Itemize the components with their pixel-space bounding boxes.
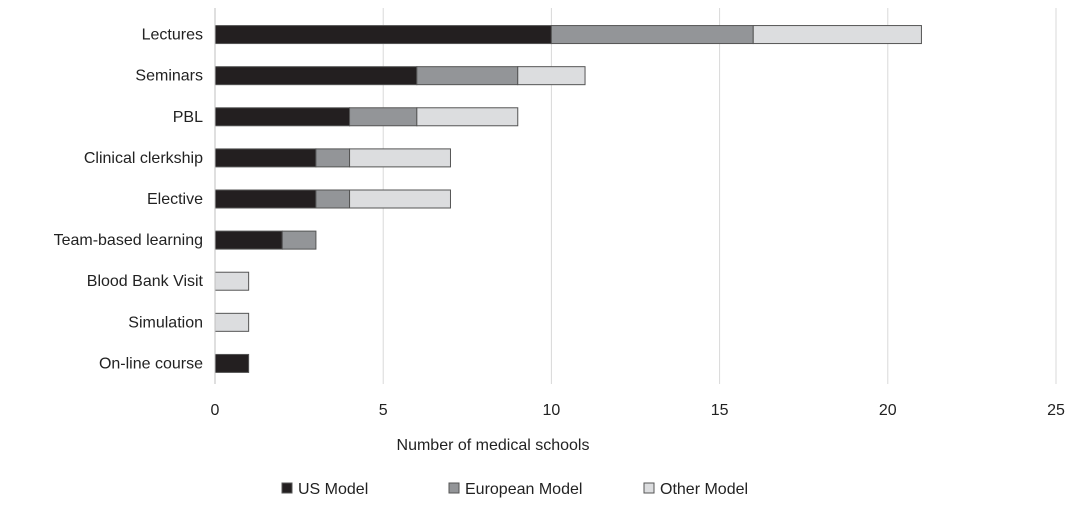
- bar-segment-european-model: [349, 107, 418, 127]
- bar-segment-other-model: [752, 25, 922, 45]
- bars: [214, 25, 922, 373]
- category-labels: Lectures Seminars PBL Clinical clerkship Ele…: [54, 27, 204, 373]
- category-label: Team-based learning: [54, 232, 203, 249]
- x-tick-label: 15: [711, 402, 729, 419]
- legend-label: US Model: [298, 481, 368, 498]
- bar-segment-european-model: [281, 230, 317, 250]
- bar-segment-european-model: [550, 25, 754, 45]
- x-axis-title: Number of medical schools: [397, 437, 590, 454]
- bar-segment-european-model: [416, 66, 519, 86]
- category-label: PBL: [173, 109, 203, 126]
- category-label: Simulation: [128, 314, 203, 331]
- bar-segment-us-model: [214, 148, 317, 168]
- bar-segment-european-model: [315, 148, 351, 168]
- legend-swatch: [448, 482, 460, 494]
- legend-label: Other Model: [660, 481, 748, 498]
- bar-segment-us-model: [214, 107, 351, 127]
- x-tick-label: 10: [543, 402, 561, 419]
- x-tick-label: 0: [211, 402, 220, 419]
- category-label: Seminars: [135, 68, 203, 85]
- legend: US Model European Model Other Model: [281, 481, 748, 498]
- legend-swatch: [643, 482, 655, 494]
- bar-segment-us-model: [214, 230, 283, 250]
- bar-segment-other-model: [517, 66, 586, 86]
- bar-segment-other-model: [416, 107, 519, 127]
- bar-segment-other-model: [214, 271, 250, 291]
- category-label: Blood Bank Visit: [87, 273, 204, 290]
- category-label: Elective: [147, 191, 203, 208]
- category-label: On-line course: [99, 355, 203, 372]
- x-tick-label: 20: [879, 402, 897, 419]
- bar-segment-other-model: [214, 312, 250, 332]
- x-tick-label: 25: [1047, 402, 1065, 419]
- tick-labels: 0 5 10 15 20 25: [211, 402, 1065, 419]
- category-label: Clinical clerkship: [84, 150, 203, 167]
- bar-segment-us-model: [214, 66, 418, 86]
- gridlines: [382, 8, 1057, 384]
- legend-label: European Model: [465, 481, 582, 498]
- category-label: Lectures: [142, 27, 203, 44]
- x-tick-label: 5: [379, 402, 388, 419]
- legend-swatch: [281, 482, 293, 494]
- bar-segment-european-model: [315, 189, 351, 209]
- bar-segment-us-model: [214, 25, 552, 45]
- bar-segment-other-model: [349, 189, 451, 209]
- bar-segment-other-model: [349, 148, 451, 168]
- bar-segment-us-model: [214, 353, 250, 373]
- bar-segment-us-model: [214, 189, 317, 209]
